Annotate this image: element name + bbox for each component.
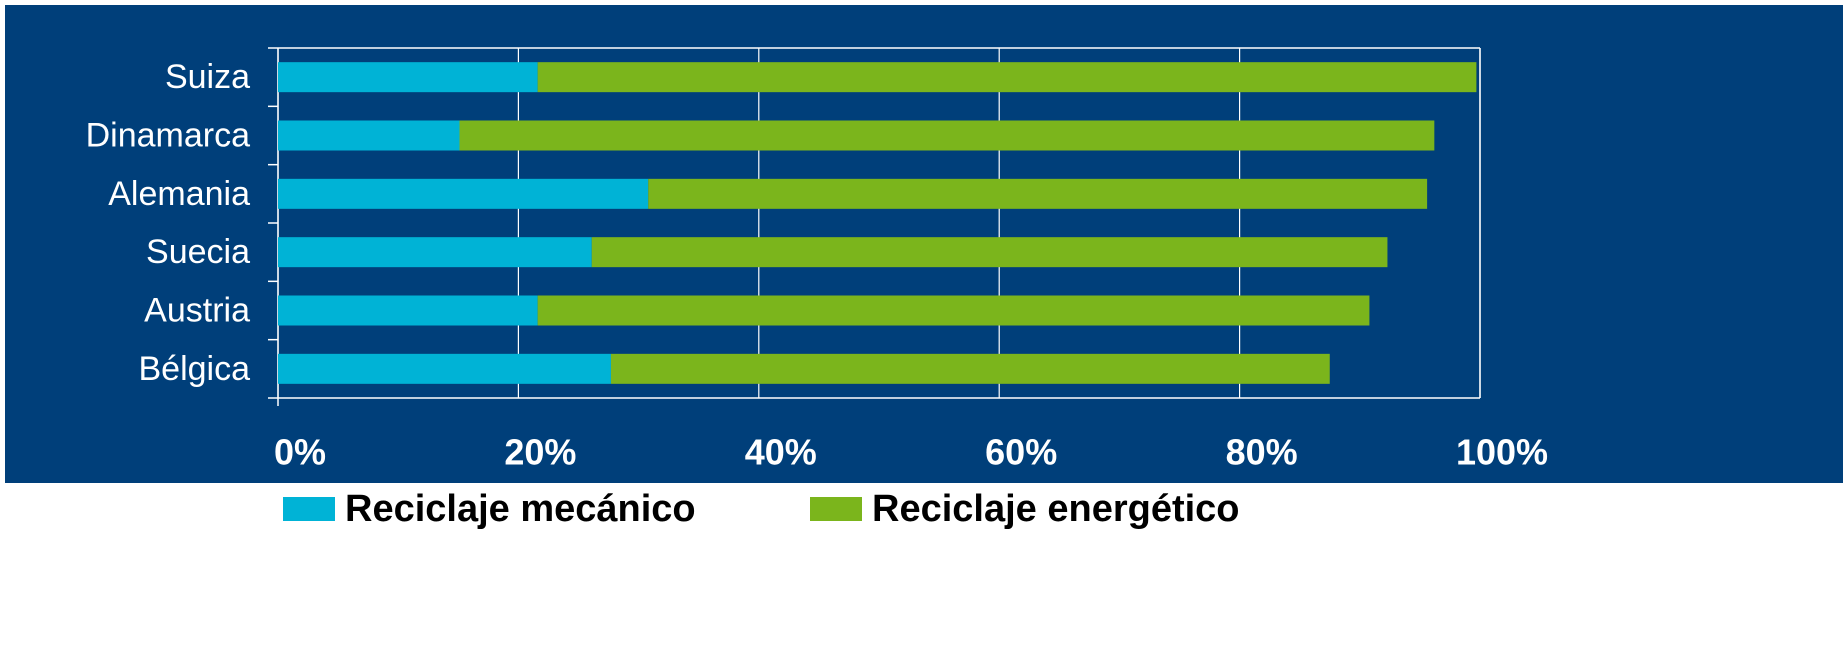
bar-segment [537, 62, 1477, 93]
x-tick-label: 60% [985, 432, 1057, 473]
bar-segment [278, 62, 538, 93]
bar-segment [278, 295, 538, 326]
bar-segment [610, 353, 1330, 384]
y-tick-label: Alemania [108, 175, 250, 213]
bar-segment [648, 178, 1428, 209]
y-tick-label: Suiza [165, 58, 250, 96]
x-tick-label: 40% [745, 432, 817, 473]
y-tick-label: Bélgica [138, 350, 250, 388]
bar-segment [278, 353, 611, 384]
y-tick-label: Austria [144, 291, 250, 329]
legend-swatch [810, 497, 862, 521]
x-tick-label: 100% [1456, 432, 1548, 473]
legend-label: Reciclaje energético [872, 488, 1240, 530]
y-tick-label: Suecia [146, 233, 250, 271]
x-tick-label: 20% [504, 432, 576, 473]
legend-label: Reciclaje mecánico [345, 488, 696, 530]
bar-segment [459, 120, 1435, 151]
bar-segment [278, 178, 649, 209]
y-tick-label: Dinamarca [86, 116, 250, 154]
bar-segment [278, 120, 460, 151]
bar-segment [537, 295, 1370, 326]
x-tick-label: 0% [274, 432, 326, 473]
bar-segment [278, 237, 592, 268]
x-tick-label: 80% [1226, 432, 1298, 473]
bar-segment [591, 237, 1388, 268]
legend-swatch [283, 497, 335, 521]
